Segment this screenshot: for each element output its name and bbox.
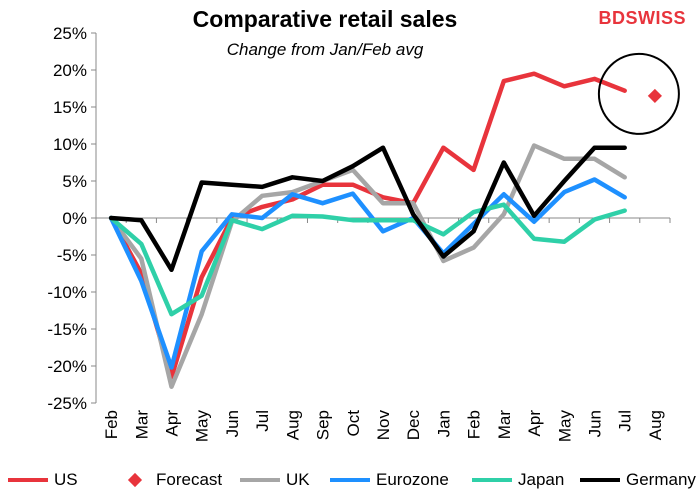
x-tick-label: Dec: [404, 410, 423, 441]
legend-item-forecast: Forecast: [126, 468, 222, 492]
legend-swatch-eurozone: [330, 478, 370, 482]
legend-swatch-japan: [472, 478, 512, 482]
legend-label-japan: Japan: [518, 470, 565, 489]
y-tick-label: 0%: [62, 209, 87, 228]
brand-logo: BDSWISS: [598, 8, 686, 29]
x-tick-label: Jul: [253, 410, 272, 432]
x-tick-label: Oct: [344, 410, 363, 437]
legend-swatch-germany: [580, 478, 620, 482]
x-tick-label: Nov: [374, 410, 393, 441]
y-tick-label: 10%: [53, 135, 87, 154]
x-tick-label: Aug: [283, 410, 302, 440]
x-tick-label: Jun: [223, 410, 242, 437]
x-tick-label: Feb: [102, 410, 121, 439]
legend-item-uk: UK: [240, 468, 310, 492]
x-tick-label: Mar: [132, 410, 151, 440]
legend-item-germany: Germany: [580, 468, 696, 492]
y-tick-label: -5%: [57, 246, 87, 265]
y-tick-label: -20%: [47, 357, 87, 376]
series-layer: [108, 71, 627, 389]
x-tick-label: May: [555, 410, 574, 443]
legend-label-forecast: Forecast: [156, 470, 223, 489]
legend-swatch-us: [8, 478, 48, 482]
legend-label-germany: Germany: [626, 470, 696, 489]
x-tick-label: Feb: [465, 410, 484, 439]
x-tick-label: Jan: [434, 410, 453, 437]
series-line-uk: [108, 143, 627, 389]
legend-swatch-forecast: [127, 472, 143, 488]
y-tick-label: 5%: [62, 172, 87, 191]
x-tick-label: Aug: [646, 410, 665, 440]
brand-logo-part2: SWISS: [625, 8, 686, 28]
brand-logo-part1: BD: [598, 8, 626, 28]
legend-label-uk: UK: [286, 470, 310, 489]
x-tick-label: Sep: [314, 410, 333, 440]
chart-legend: US Forecast UK Eurozone Japan Germany: [8, 468, 698, 494]
y-tick-label: -10%: [47, 283, 87, 302]
forecast-marker: [647, 88, 662, 103]
legend-item-japan: Japan: [472, 468, 564, 492]
series-line-japan: [108, 202, 627, 317]
forecast-highlight-circle: [597, 52, 680, 135]
x-tick-label: Apr: [163, 410, 182, 437]
x-tick-label: Jul: [616, 410, 635, 432]
y-tick-label: -25%: [47, 394, 87, 413]
legend-swatch-uk: [240, 478, 280, 482]
legend-label-eurozone: Eurozone: [376, 470, 449, 489]
legend-item-us: US: [8, 468, 78, 492]
series-line-us: [108, 71, 627, 380]
forecast-annotation: [597, 52, 680, 135]
y-tick-label: -15%: [47, 320, 87, 339]
chart-title: Comparative retail sales: [192, 6, 458, 32]
y-tick-label: 25%: [53, 24, 87, 43]
legend-label-us: US: [54, 470, 78, 489]
legend-item-eurozone: Eurozone: [330, 468, 449, 492]
series-line-germany: [108, 145, 627, 273]
x-tick-label: Jun: [585, 410, 604, 437]
x-tick-label: Mar: [495, 410, 514, 440]
series-line-eurozone: [108, 177, 627, 370]
x-tick-label: Apr: [525, 410, 544, 437]
y-tick-label: 20%: [53, 61, 87, 80]
chart-subtitle: Change from Jan/Feb avg: [226, 40, 424, 59]
x-tick-label: May: [193, 410, 212, 443]
y-tick-label: 15%: [53, 98, 87, 117]
